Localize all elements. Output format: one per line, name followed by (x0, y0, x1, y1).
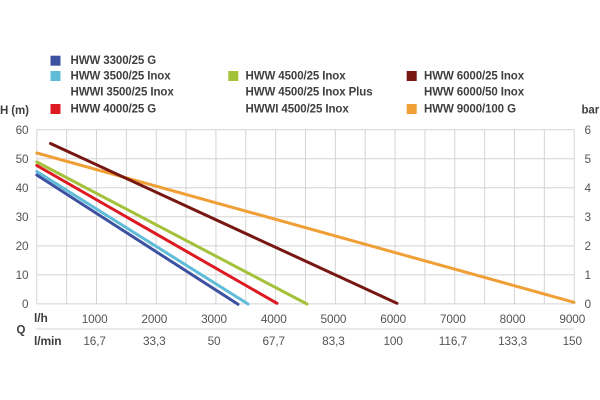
svg-text:3: 3 (585, 210, 592, 224)
svg-text:83,3: 83,3 (322, 334, 345, 348)
svg-text:33,3: 33,3 (143, 334, 166, 348)
svg-text:2: 2 (585, 239, 591, 253)
svg-text:HWW 6000/25 Inox: HWW 6000/25 Inox (424, 70, 525, 82)
svg-text:50: 50 (16, 152, 29, 166)
svg-text:30: 30 (16, 210, 29, 224)
svg-text:50: 50 (208, 334, 221, 348)
svg-text:20: 20 (16, 239, 29, 253)
svg-text:133,3: 133,3 (498, 334, 528, 348)
svg-text:100: 100 (383, 334, 403, 348)
svg-text:2000: 2000 (141, 312, 167, 326)
svg-text:l/min: l/min (34, 334, 62, 348)
svg-text:H (m): H (m) (0, 105, 29, 117)
svg-text:67,7: 67,7 (262, 334, 285, 348)
svg-text:9000: 9000 (559, 312, 585, 326)
svg-text:1: 1 (585, 268, 591, 282)
svg-text:1000: 1000 (82, 312, 108, 326)
svg-text:HWW 3300/25 G: HWW 3300/25 G (71, 55, 157, 67)
svg-text:HWW 3500/25 Inox: HWW 3500/25 Inox (71, 70, 172, 82)
svg-text:HWW 6000/50 Inox: HWW 6000/50 Inox (424, 86, 525, 98)
svg-text:l/h: l/h (34, 311, 48, 325)
svg-text:HWWI 4500/25 Inox: HWWI 4500/25 Inox (246, 103, 350, 115)
svg-text:7000: 7000 (440, 312, 466, 326)
svg-text:4000: 4000 (261, 312, 287, 326)
svg-text:HWW 4000/25 G: HWW 4000/25 G (71, 103, 157, 115)
svg-text:HWWI 3500/25 Inox: HWWI 3500/25 Inox (71, 86, 175, 98)
svg-text:Q: Q (17, 325, 26, 337)
svg-text:5000: 5000 (321, 312, 347, 326)
svg-text:150: 150 (563, 334, 583, 348)
svg-text:HWW 9000/100 G: HWW 9000/100 G (424, 103, 516, 115)
svg-text:116,7: 116,7 (439, 334, 467, 348)
svg-text:10: 10 (16, 268, 29, 282)
svg-text:16,7: 16,7 (83, 334, 106, 348)
svg-text:0: 0 (22, 297, 29, 311)
svg-text:8000: 8000 (500, 312, 526, 326)
svg-text:bar: bar (582, 104, 600, 116)
svg-text:HWW 4500/25 Inox Plus: HWW 4500/25 Inox Plus (246, 86, 373, 98)
svg-text:3000: 3000 (201, 312, 227, 326)
svg-text:40: 40 (16, 181, 29, 195)
svg-text:4: 4 (585, 181, 592, 195)
svg-text:6000: 6000 (380, 312, 406, 326)
svg-text:HWW 4500/25 Inox: HWW 4500/25 Inox (246, 70, 347, 82)
svg-text:0: 0 (585, 297, 592, 311)
svg-text:60: 60 (16, 123, 29, 137)
svg-text:5: 5 (585, 152, 592, 166)
svg-text:6: 6 (585, 123, 592, 137)
